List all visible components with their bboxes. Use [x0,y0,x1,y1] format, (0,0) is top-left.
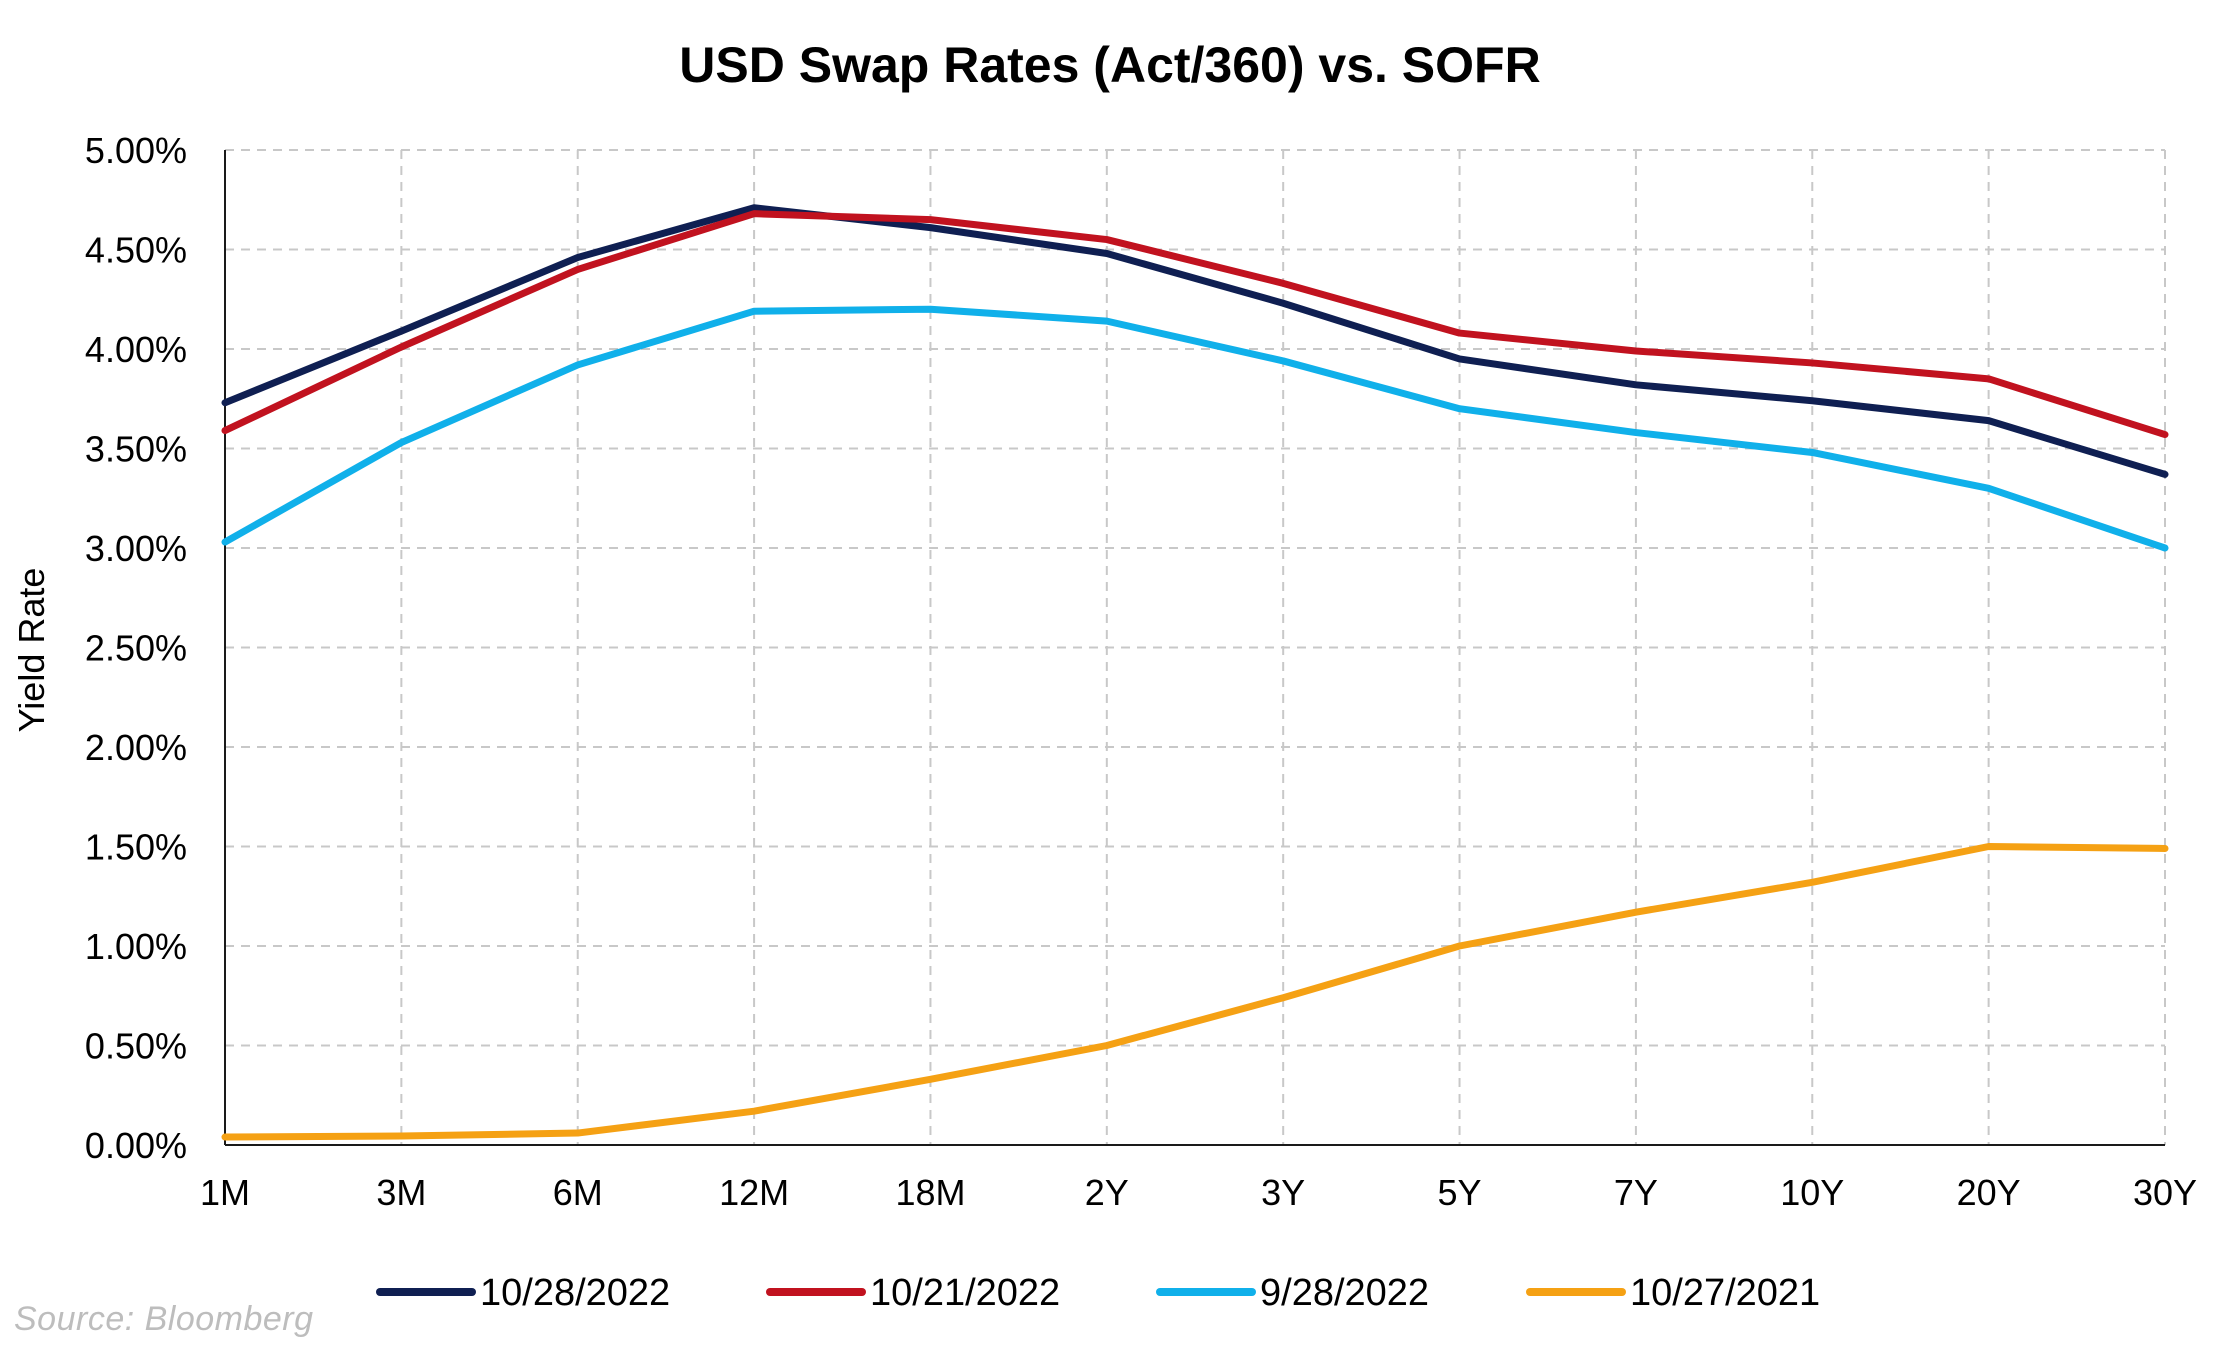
x-tick-label: 7Y [1614,1172,1658,1213]
y-tick-label: 0.50% [85,1026,187,1067]
legend-item: 9/28/2022 [1156,1272,1429,1314]
series-line [221,210,2169,439]
source-note: Source: Bloomberg [14,1300,314,1338]
x-tick-label: 30Y [2133,1172,2197,1213]
series-line [221,305,2169,552]
x-tick-label: 6M [553,1172,603,1213]
axis-layer: 0.00% 0.50% 1.00% 1.50% 2.00% 2.50% 3.00% 3.50%… [85,130,2197,1213]
x-tick-label: 3Y [1261,1172,1305,1213]
y-tick-label: 3.50% [85,429,187,470]
legend-label: 10/27/2021 [1630,1272,1820,1314]
y-tick-label: 2.50% [85,628,187,669]
legend-item: 10/27/2021 [1526,1272,1820,1314]
x-tick-label: 12M [719,1172,789,1213]
x-tick-label: 3M [376,1172,426,1213]
x-tick-label: 5Y [1438,1172,1482,1213]
legend-item: 10/28/2022 [376,1272,670,1314]
y-tick-label: 3.00% [85,528,187,569]
series-line [221,843,2169,1141]
y-axis-label: Yield Rate [11,568,52,733]
legend-label: 10/21/2022 [870,1272,1060,1314]
legend-label: 9/28/2022 [1260,1272,1429,1314]
x-tick-label: 10Y [1780,1172,1844,1213]
legend-label: 10/28/2022 [480,1272,670,1314]
legend: 10/28/2022 10/21/2022 9/28/2022 10/27/2021 [376,1272,1820,1314]
y-tick-label: 1.50% [85,827,187,868]
y-tick-label: 0.00% [85,1125,187,1166]
x-tick-label: 2Y [1085,1172,1129,1213]
y-tick-label: 4.00% [85,329,187,370]
y-tick-label: 4.50% [85,230,187,271]
y-tick-label: 1.00% [85,926,187,967]
x-tick-label: 1M [200,1172,250,1213]
y-tick-label: 5.00% [85,130,187,171]
grid-layer [225,149,2166,1145]
chart-title: USD Swap Rates (Act/360) vs. SOFR [679,37,1540,93]
series-line [221,204,2169,478]
x-tick-label: 20Y [1957,1172,2021,1213]
x-tick-label: 18M [895,1172,965,1213]
series-layer [221,204,2169,1141]
y-tick-label: 2.00% [85,727,187,768]
legend-item: 10/21/2022 [766,1272,1060,1314]
